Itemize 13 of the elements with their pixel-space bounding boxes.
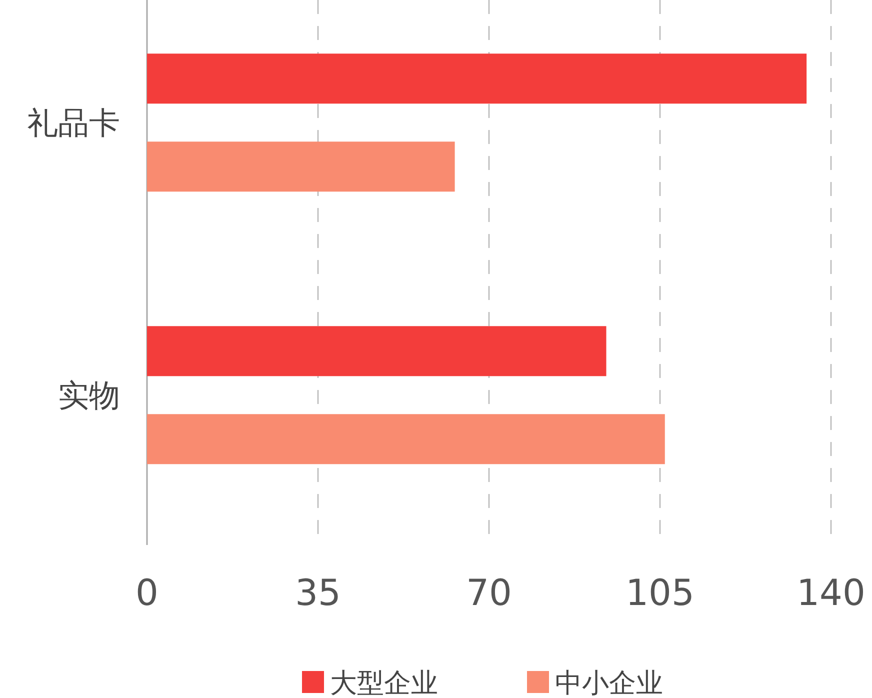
legend-label: 大型企业 [330,668,438,698]
bar [147,326,606,376]
x-tick-label: 140 [796,573,866,614]
bar [147,414,665,464]
bar [147,54,807,104]
y-tick-label: 实物 [58,378,120,414]
x-tick-label: 105 [626,573,694,614]
y-tick-label: 礼品卡 [27,106,120,142]
x-tick-label: 0 [136,573,158,614]
legend-label: 中小企业 [555,668,663,698]
x-tick-label: 35 [295,573,341,614]
x-tick-label: 70 [466,573,512,614]
bar [147,142,455,192]
